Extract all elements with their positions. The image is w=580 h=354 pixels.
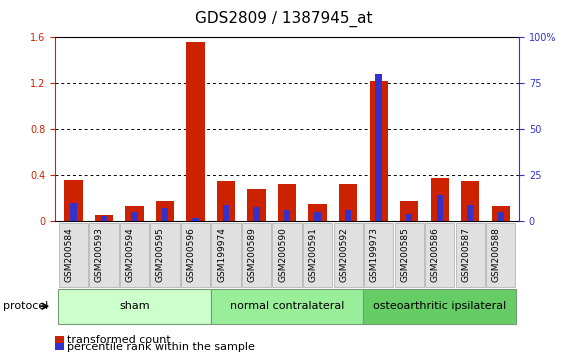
Bar [284, 210, 291, 221]
Text: GSM200594: GSM200594 [125, 228, 135, 282]
Text: GSM199973: GSM199973 [369, 227, 379, 282]
Bar [64, 180, 82, 221]
Bar [492, 206, 510, 221]
Text: GSM200596: GSM200596 [187, 227, 195, 282]
Bar [125, 206, 144, 221]
Bar [186, 42, 205, 221]
Text: GSM200589: GSM200589 [248, 227, 256, 282]
Text: GSM200587: GSM200587 [461, 227, 470, 282]
Bar [223, 205, 229, 221]
Text: GSM200586: GSM200586 [431, 227, 440, 282]
Text: normal contralateral: normal contralateral [230, 301, 345, 311]
Bar [278, 184, 296, 221]
Bar [437, 195, 443, 221]
Bar [70, 203, 77, 221]
Text: percentile rank within the sample: percentile rank within the sample [67, 342, 255, 352]
Bar [156, 200, 174, 221]
Bar [193, 218, 199, 221]
Bar [498, 212, 504, 221]
Text: GSM200595: GSM200595 [156, 227, 165, 282]
Bar [217, 181, 235, 221]
Bar [430, 178, 449, 221]
Bar [406, 214, 412, 221]
Bar [375, 74, 382, 221]
Text: GSM199974: GSM199974 [217, 227, 226, 282]
Bar [95, 216, 113, 221]
Bar [369, 81, 388, 221]
Bar [467, 205, 473, 221]
Bar [131, 212, 137, 221]
Bar [162, 209, 168, 221]
Bar [248, 189, 266, 221]
Bar [101, 216, 107, 221]
Bar [253, 206, 260, 221]
Text: GSM200584: GSM200584 [64, 228, 74, 282]
Text: sham: sham [119, 301, 150, 311]
Text: GSM200593: GSM200593 [95, 227, 104, 282]
Bar [400, 200, 418, 221]
Text: GSM200592: GSM200592 [339, 228, 348, 282]
Text: GSM200590: GSM200590 [278, 227, 287, 282]
Bar [309, 204, 327, 221]
Bar [314, 212, 321, 221]
Text: osteoarthritic ipsilateral: osteoarthritic ipsilateral [373, 301, 506, 311]
Text: GDS2809 / 1387945_at: GDS2809 / 1387945_at [195, 11, 373, 27]
Text: protocol: protocol [3, 301, 48, 311]
Text: GSM200591: GSM200591 [309, 227, 318, 282]
Text: GSM200585: GSM200585 [400, 227, 409, 282]
Bar [345, 210, 351, 221]
Bar [461, 181, 480, 221]
Text: transformed count: transformed count [67, 335, 171, 345]
Bar [339, 184, 357, 221]
Text: GSM200588: GSM200588 [492, 227, 501, 282]
